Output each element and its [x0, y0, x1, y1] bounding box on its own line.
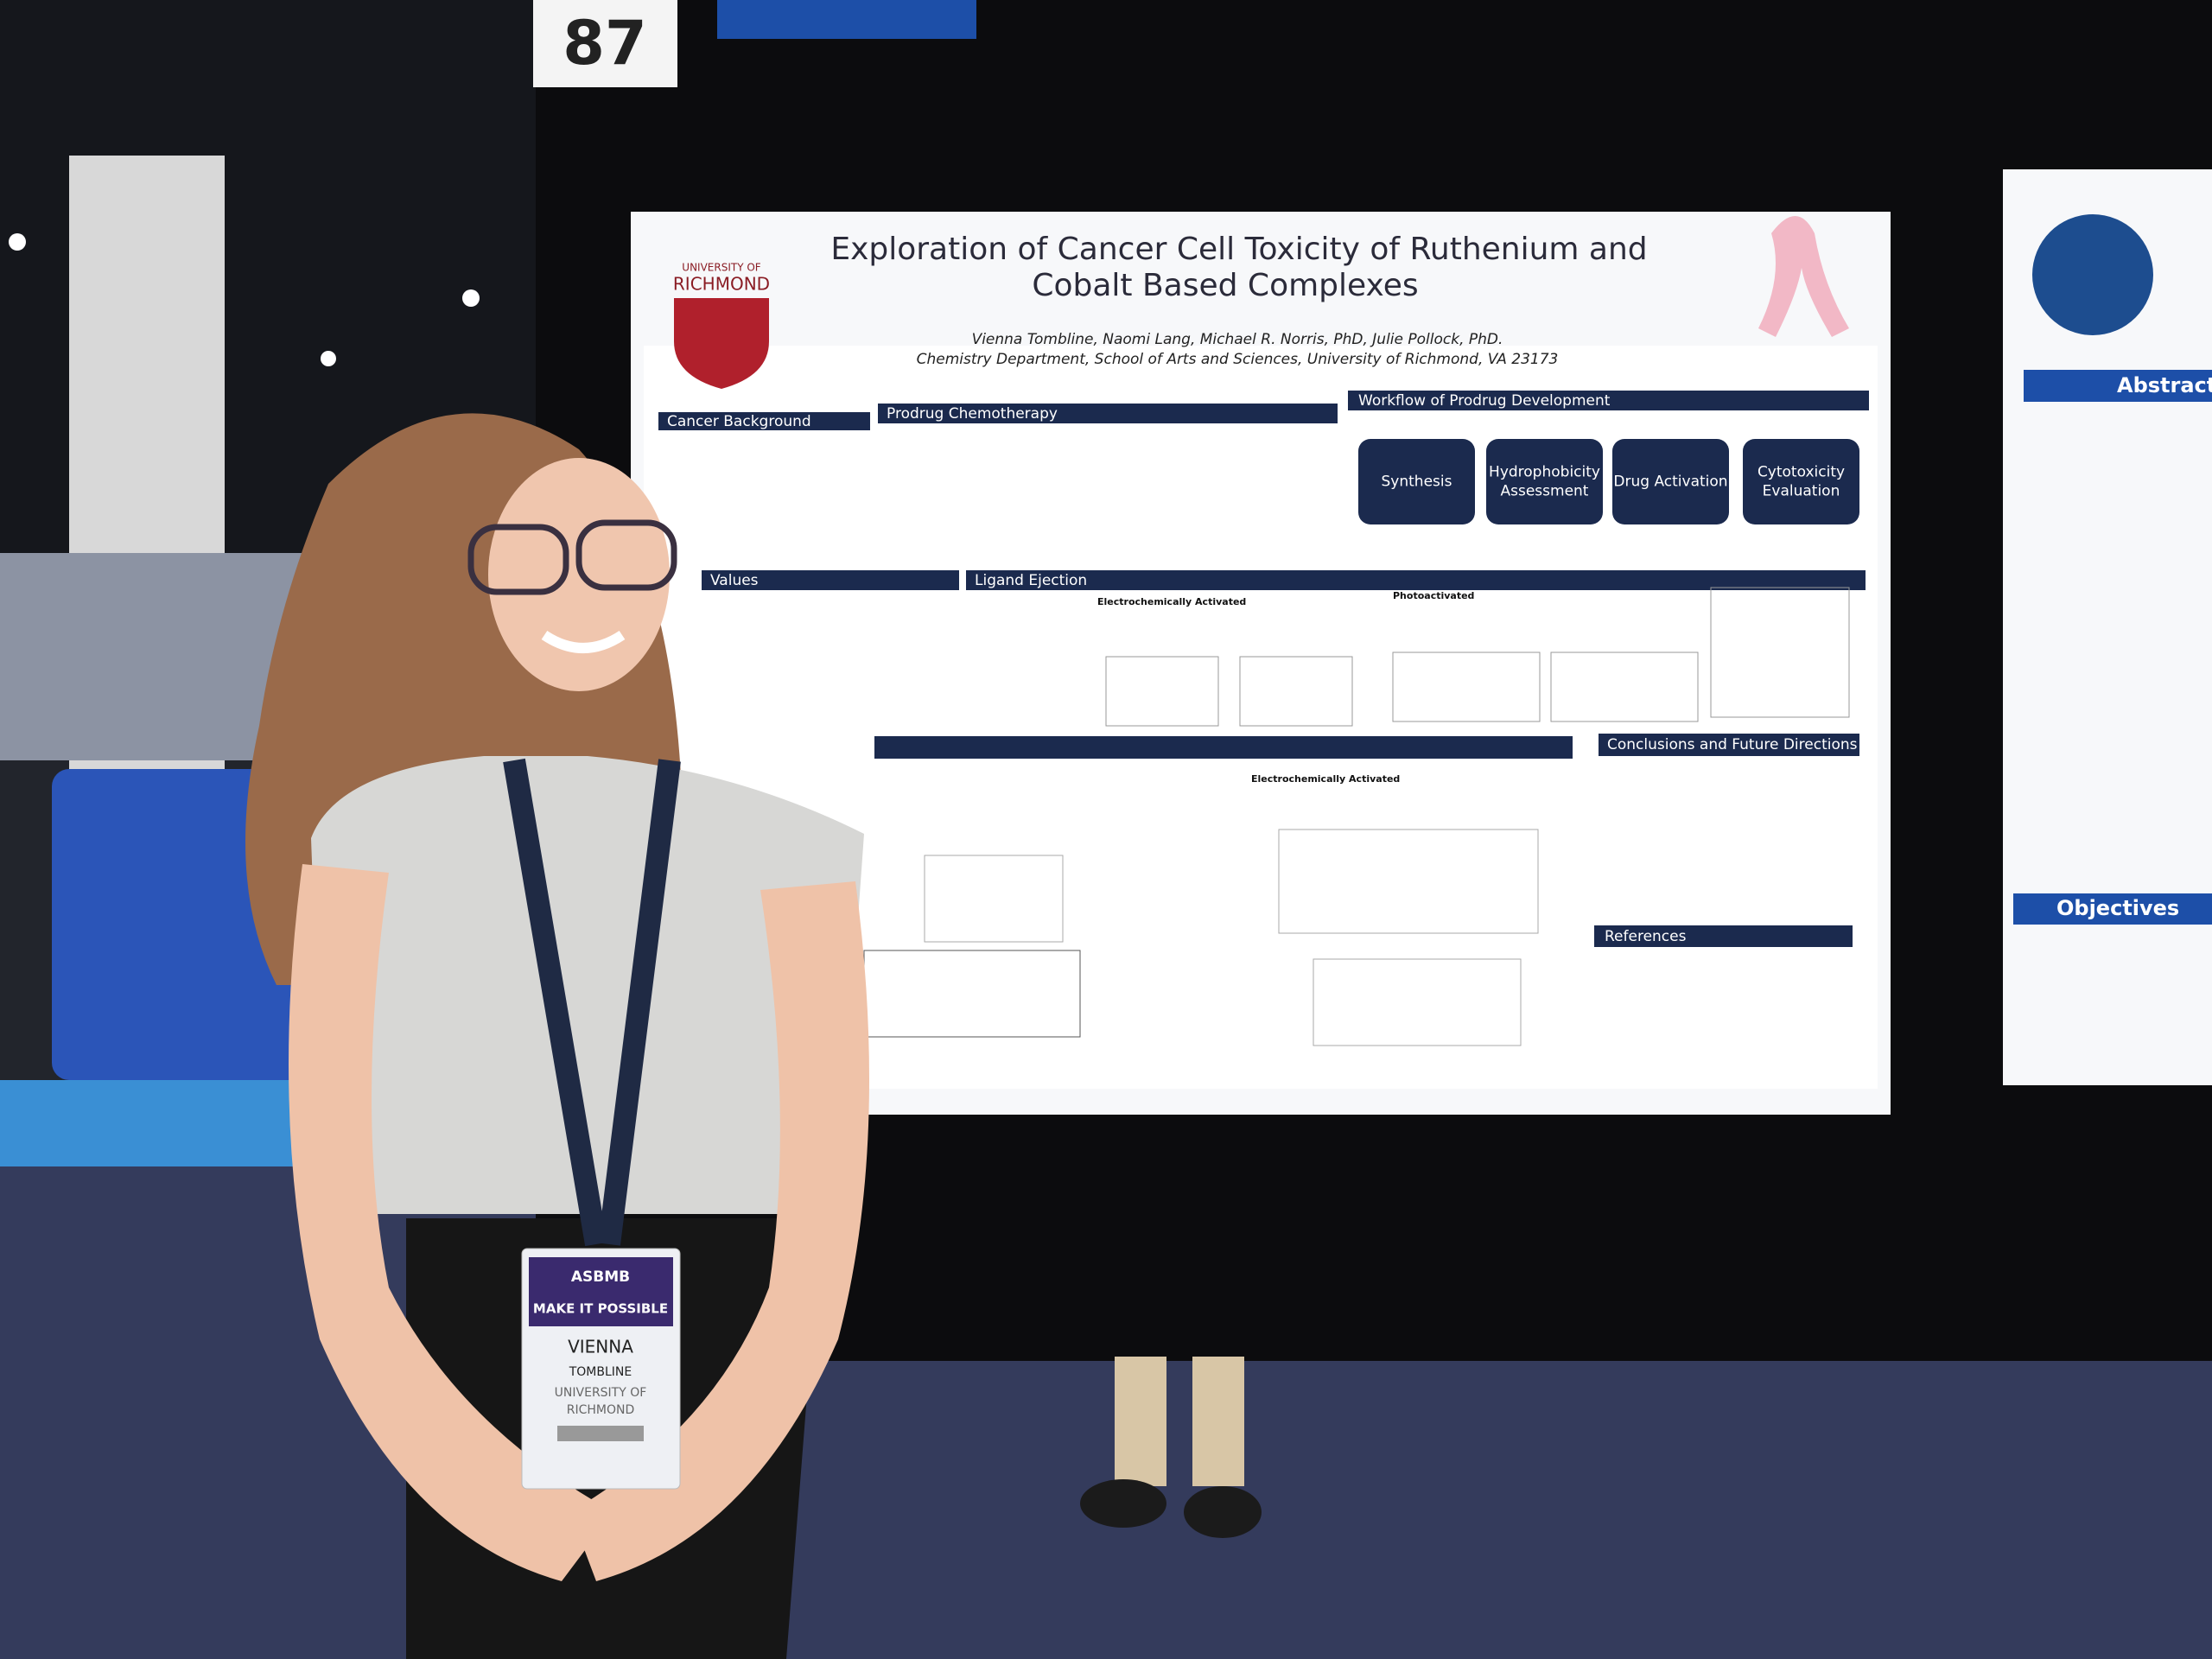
workflow-step: [1486, 439, 1603, 524]
section-bar: [1348, 391, 1869, 410]
glasses: [575, 519, 677, 591]
badge-slogan: MAKE IT POSSIBLE: [533, 1301, 668, 1317]
subheading: Electrochemically Activated: [1097, 596, 1246, 607]
section-heading: Objectives: [2056, 896, 2179, 920]
arm: [570, 881, 869, 1581]
badge-banner: [529, 1257, 673, 1326]
booth-sign: [533, 0, 677, 87]
affiliation: Chemistry Department, School of Arts and…: [917, 351, 1559, 368]
banner: [717, 0, 976, 39]
section-heading: Prodrug Chemotherapy: [887, 405, 1058, 423]
shirt: [311, 756, 864, 1214]
workflow-label: Assessment: [1501, 483, 1589, 500]
booth-number: 87: [563, 8, 646, 79]
badge-barcode: [557, 1426, 644, 1441]
workflow-label: Hydrophobicity: [1489, 464, 1600, 481]
light: [321, 351, 336, 366]
ribbon: [1758, 216, 1849, 337]
arm: [289, 864, 613, 1581]
dose-plot: [924, 855, 1064, 943]
subheading: Photoactivated: [1393, 590, 1474, 601]
bar-chart: [1278, 829, 1539, 934]
section-bar: [874, 736, 1573, 759]
poster-title: Exploration of Cancer Cell Toxicity of R…: [830, 232, 1647, 267]
badge-name: VIENNA: [568, 1337, 633, 1357]
section-bar: [878, 404, 1338, 423]
plot: [1710, 587, 1850, 718]
workflow-step: [1612, 439, 1729, 524]
section-heading: Conclusions and Future Directions: [1607, 736, 1858, 753]
poster-title: Cobalt Based Complexes: [1032, 268, 1418, 303]
section-bar: [2013, 893, 2212, 925]
workflow-label: Drug Activation: [1613, 474, 1727, 491]
section-bar: [1599, 734, 1859, 756]
badge-event: ASBMB: [571, 1268, 630, 1286]
light: [9, 233, 26, 251]
section-heading: Ligand Ejection: [975, 572, 1087, 589]
workflow-step: [1743, 439, 1859, 524]
section-heading: Cancer Background: [667, 413, 811, 430]
logo-text: UNIVERSITY OF: [682, 262, 761, 274]
section-heading: Values: [710, 572, 759, 589]
section-heading: Abstract: [2117, 373, 2212, 397]
logo-text: RICHMOND: [673, 274, 770, 295]
logo-shield: [674, 298, 769, 389]
plot: [1105, 656, 1219, 727]
authors: Vienna Tombline, Naomi Lang, Michael R. …: [972, 331, 1503, 348]
badge-surname: TOMBLINE: [569, 1365, 632, 1379]
smile: [541, 630, 626, 653]
lanyard: [503, 758, 681, 1247]
glasses: [467, 524, 569, 595]
workflow-step: [1358, 439, 1475, 524]
section-bar: [2024, 370, 2212, 402]
badge-school: RICHMOND: [567, 1403, 635, 1417]
bar-chart: [1313, 958, 1522, 1046]
plot: [1239, 656, 1353, 727]
shoe: [1184, 1486, 1262, 1538]
section-bar: [702, 570, 959, 590]
section-bar: [1594, 925, 1853, 947]
trousers: [1115, 1357, 1166, 1486]
plot: [1550, 652, 1699, 722]
subheading: Electrochemically Activated: [1251, 773, 1400, 785]
workflow: Synthesis Hydrophobicity Assessment Drug Ac…: [1358, 439, 1859, 524]
light: [462, 289, 480, 307]
section-heading: References: [1605, 928, 1687, 945]
right-logo: [2032, 214, 2153, 335]
workflow-label: Synthesis: [1382, 474, 1452, 491]
trousers: [1192, 1357, 1244, 1486]
section-heading: Workflow of Prodrug Development: [1358, 392, 1611, 410]
section-bar: [658, 412, 870, 430]
shoe: [1080, 1479, 1166, 1528]
workflow-label: Cytotoxicity: [1758, 464, 1845, 481]
workflow-label: Evaluation: [1763, 483, 1840, 500]
section-bar: [966, 570, 1866, 590]
badge-school: UNIVERSITY OF: [555, 1386, 647, 1400]
plot: [1392, 652, 1541, 722]
